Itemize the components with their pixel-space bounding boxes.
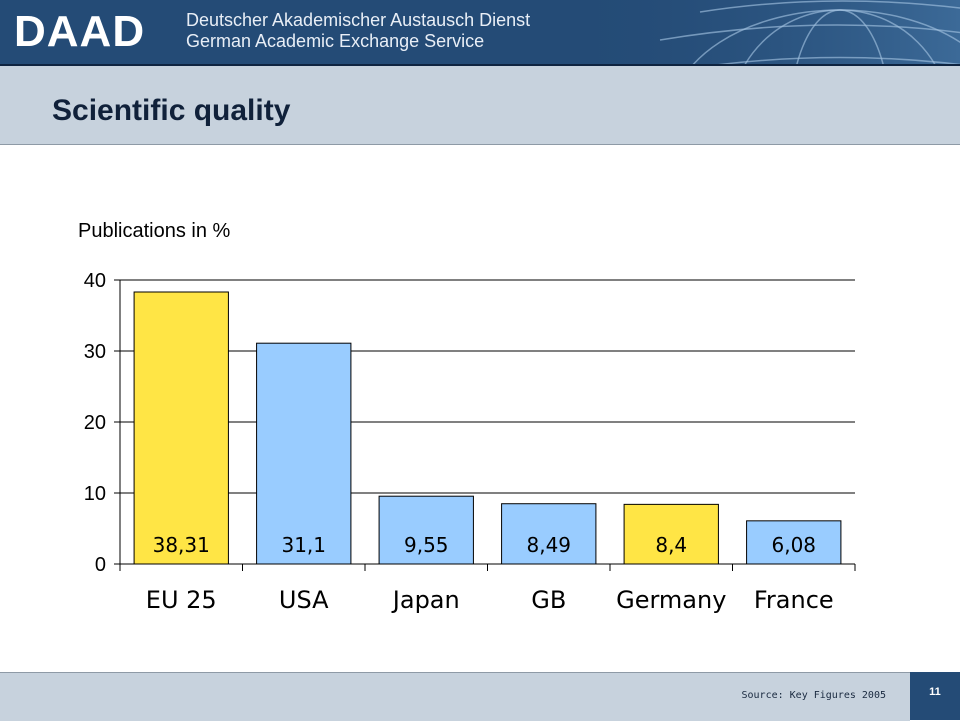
page-title: Scientific quality xyxy=(52,94,291,127)
x-tick-label: EU 25 xyxy=(146,586,217,614)
data-label: 31,1 xyxy=(281,533,326,557)
x-tick-label: Japan xyxy=(391,586,460,614)
organization-name: Deutscher Akademischer Austausch Dienst … xyxy=(186,10,530,52)
header-banner: DAAD Deutscher Akademischer Austausch Di… xyxy=(0,0,960,64)
bar xyxy=(623,503,719,565)
x-tick-label: France xyxy=(754,586,834,614)
data-label: 6,08 xyxy=(771,533,816,557)
page-number: 11 xyxy=(929,686,941,698)
y-tick-label: 20 xyxy=(84,412,106,434)
bar xyxy=(133,291,229,565)
title-bar: Scientific quality xyxy=(0,66,960,145)
bar xyxy=(378,495,474,565)
x-tick-label: USA xyxy=(279,586,329,614)
daad-logo: DAAD xyxy=(14,7,146,56)
page-number-box: 11 xyxy=(910,672,960,720)
globe-graphic xyxy=(560,0,960,64)
source-note: Source: Key Figures 2005 xyxy=(741,690,887,701)
organization-name-english: German Academic Exchange Service xyxy=(186,31,485,51)
bar xyxy=(256,342,352,565)
y-tick-label: 30 xyxy=(84,341,106,363)
bar xyxy=(501,503,597,565)
chart-subtitle: Publications in % xyxy=(78,220,231,242)
organization-name-german: Deutscher Akademischer Austausch Dienst xyxy=(186,10,531,30)
data-label: 38,31 xyxy=(153,533,210,557)
footer-bar: Source: Key Figures 2005 xyxy=(0,672,910,721)
banner-divider xyxy=(0,64,960,66)
data-label: 8,4 xyxy=(655,533,687,557)
x-tick-label: GB xyxy=(531,586,566,614)
y-tick-label: 10 xyxy=(84,483,106,505)
x-tick-label: Germany xyxy=(616,586,726,614)
data-label: 9,55 xyxy=(404,533,449,557)
bar xyxy=(746,520,842,565)
data-label: 8,49 xyxy=(526,533,571,557)
y-tick-label: 40 xyxy=(84,270,106,292)
y-tick-label: 0 xyxy=(95,554,106,576)
